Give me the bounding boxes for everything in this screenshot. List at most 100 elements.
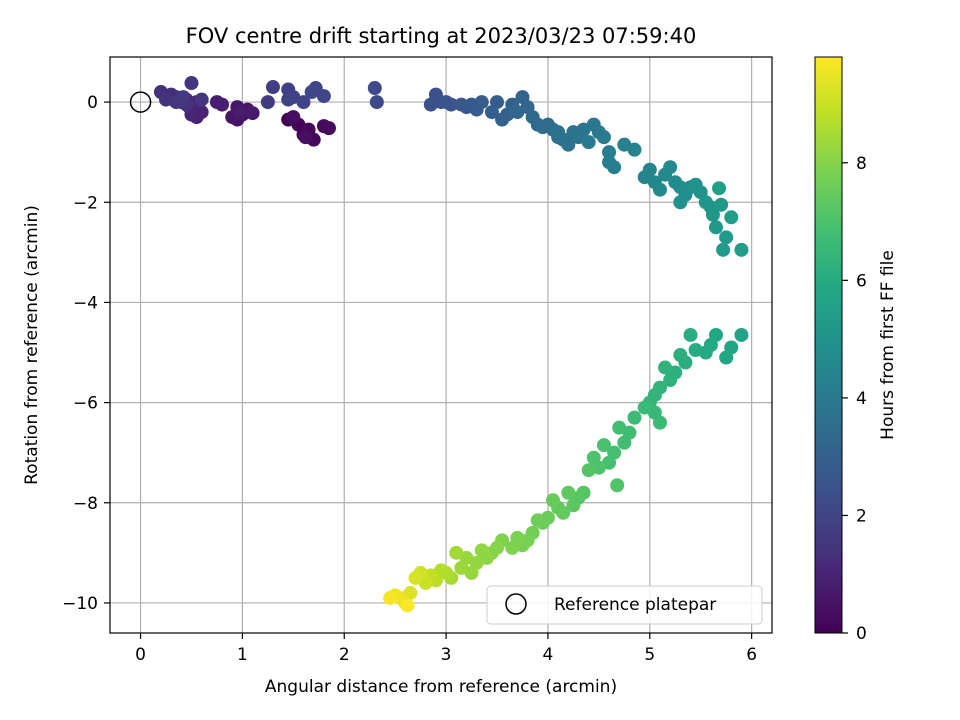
data-point xyxy=(474,543,489,558)
data-point xyxy=(321,121,336,136)
data-point xyxy=(298,130,313,145)
y-tick-label: −2 xyxy=(73,193,98,213)
y-tick-label: −6 xyxy=(73,394,98,414)
data-point xyxy=(716,242,731,257)
data-point xyxy=(296,95,311,110)
data-point xyxy=(561,485,576,500)
data-point xyxy=(367,81,382,96)
data-point xyxy=(683,327,698,342)
legend-box xyxy=(486,585,763,625)
data-point xyxy=(705,207,720,222)
data-point xyxy=(581,135,596,150)
x-tick-label: 4 xyxy=(543,645,554,665)
data-point xyxy=(566,498,581,513)
data-point xyxy=(627,410,642,425)
data-point xyxy=(281,92,296,107)
data-point xyxy=(449,545,464,560)
data-point xyxy=(663,373,678,388)
reference-platepar-marker xyxy=(129,91,152,113)
data-point xyxy=(561,137,576,152)
data-point xyxy=(484,105,499,120)
data-point xyxy=(260,95,275,110)
colorbar-tick-label: 6 xyxy=(856,271,867,291)
data-point xyxy=(719,350,734,365)
data-point xyxy=(610,478,625,493)
colorbar-ticks: 0 2 4 6 8 xyxy=(842,154,867,644)
x-tick-label: 0 xyxy=(135,645,146,665)
data-point xyxy=(673,195,688,210)
data-point xyxy=(581,463,596,478)
data-point xyxy=(530,513,545,528)
colorbar-label: Hours from first FF file xyxy=(878,250,898,440)
data-point xyxy=(400,598,415,613)
data-point xyxy=(596,130,611,145)
colorbar-tick-label: 8 xyxy=(856,154,867,174)
data-point xyxy=(505,540,520,555)
data-point xyxy=(627,142,642,157)
data-point xyxy=(607,160,622,175)
data-point xyxy=(652,415,667,430)
data-point xyxy=(286,110,301,125)
data-point xyxy=(586,450,601,465)
x-tick-label: 6 xyxy=(746,645,757,665)
y-tick-label: −10 xyxy=(62,594,98,614)
x-tick-label: 1 xyxy=(237,645,248,665)
y-tick-label: −8 xyxy=(73,494,98,514)
legend-marker-reference xyxy=(505,593,527,615)
colorbar-gradient xyxy=(814,56,843,634)
data-point xyxy=(265,80,280,95)
data-point xyxy=(176,90,191,105)
data-point xyxy=(673,348,688,363)
data-point xyxy=(612,420,627,435)
data-point xyxy=(233,105,248,120)
legend: Reference platepar xyxy=(486,585,763,625)
data-point xyxy=(304,85,319,100)
data-point xyxy=(184,76,199,91)
y-axis-label: Rotation from reference (arcmin) xyxy=(22,205,42,485)
data-point xyxy=(734,327,749,342)
colorbar-tick-label: 0 xyxy=(856,624,867,644)
data-point xyxy=(719,230,734,245)
data-point xyxy=(383,590,398,605)
grid-lines xyxy=(110,57,772,633)
colorbar-tick-label: 2 xyxy=(856,506,867,526)
x-axis-label: Angular distance from reference (arcmin) xyxy=(265,677,617,697)
data-point xyxy=(215,97,230,112)
data-point xyxy=(474,95,489,110)
plot-frame xyxy=(109,56,773,634)
legend-label-reference: Reference platepar xyxy=(554,595,716,615)
colorbar-tick-label: 4 xyxy=(856,389,867,409)
data-point xyxy=(714,197,729,212)
data-point xyxy=(596,438,611,453)
data-point xyxy=(637,400,652,415)
data-point xyxy=(408,570,423,585)
data-point xyxy=(551,125,566,140)
chart-title: FOV centre drift starting at 2023/03/23 … xyxy=(186,24,697,48)
data-point xyxy=(724,210,739,225)
x-tick-label: 2 xyxy=(339,645,350,665)
data-point xyxy=(708,220,723,235)
data-point xyxy=(642,162,657,177)
data-point xyxy=(245,106,260,121)
data-point xyxy=(663,160,678,175)
data-point xyxy=(546,493,561,508)
data-point xyxy=(617,435,632,450)
data-point xyxy=(734,242,749,257)
data-point xyxy=(658,360,673,375)
data-points xyxy=(129,76,749,613)
data-point xyxy=(316,89,331,104)
y-tick-label: −4 xyxy=(73,293,98,313)
data-point xyxy=(652,182,667,197)
axis-ticks: 0 1 2 3 4 5 6 0 −2 −4 −6 −8 −10 xyxy=(62,93,757,665)
x-tick-label: 3 xyxy=(441,645,452,665)
data-point xyxy=(369,95,384,110)
data-point xyxy=(454,560,469,575)
data-point xyxy=(510,105,525,120)
data-point xyxy=(444,97,459,112)
data-point xyxy=(602,145,617,160)
data-point xyxy=(712,181,727,196)
y-tick-label: 0 xyxy=(87,93,98,113)
data-point xyxy=(194,92,209,107)
colorbar: 0 2 4 6 8 Hours from first FF file xyxy=(814,56,898,644)
